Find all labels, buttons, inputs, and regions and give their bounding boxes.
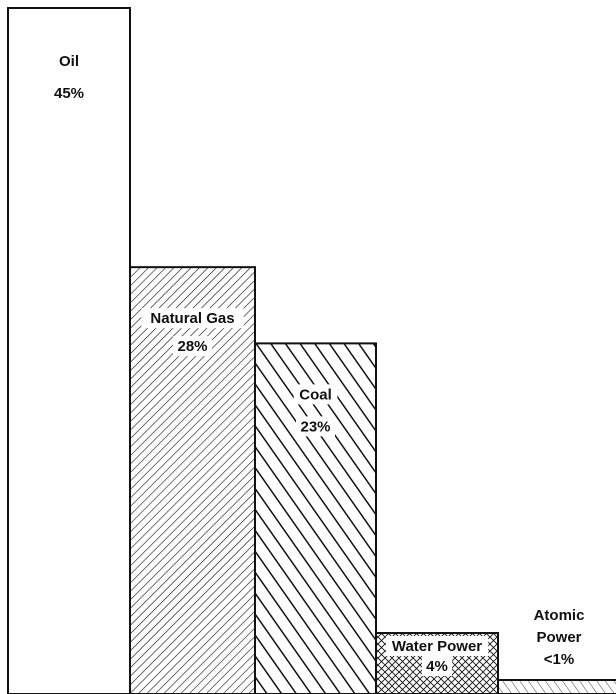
value-label-oil: 45% [54,85,84,102]
value-label-atomic-power: <1% [544,651,574,668]
category-label-natural-gas: Natural Gas [150,310,234,327]
value-halo-natural-gas [173,336,212,357]
labels-group: Oil 45% Natural Gas 28% Coal 23% Water Power 4%… [54,53,585,677]
label-halo-coal [293,384,338,405]
category-label-oil: Oil [59,53,79,70]
label-halo-water-power [385,636,489,657]
category-label-water-power: Water Power [392,638,482,655]
bar-atomic-power [497,679,616,694]
category-label-atomic-power-1: Atomic [534,607,585,624]
value-halo-water-power [422,656,452,677]
value-label-coal: 23% [300,418,330,435]
value-halo-coal [296,416,335,437]
value-label-water-power: 4% [426,658,448,675]
category-label-atomic-power-2: Power [536,629,581,646]
bar-natural-gas [129,266,256,694]
bar-oil [7,7,131,694]
label-halo-natural-gas [141,308,244,329]
category-label-coal: Coal [299,386,332,403]
value-label-natural-gas: 28% [177,338,207,355]
bars-group [7,7,616,694]
